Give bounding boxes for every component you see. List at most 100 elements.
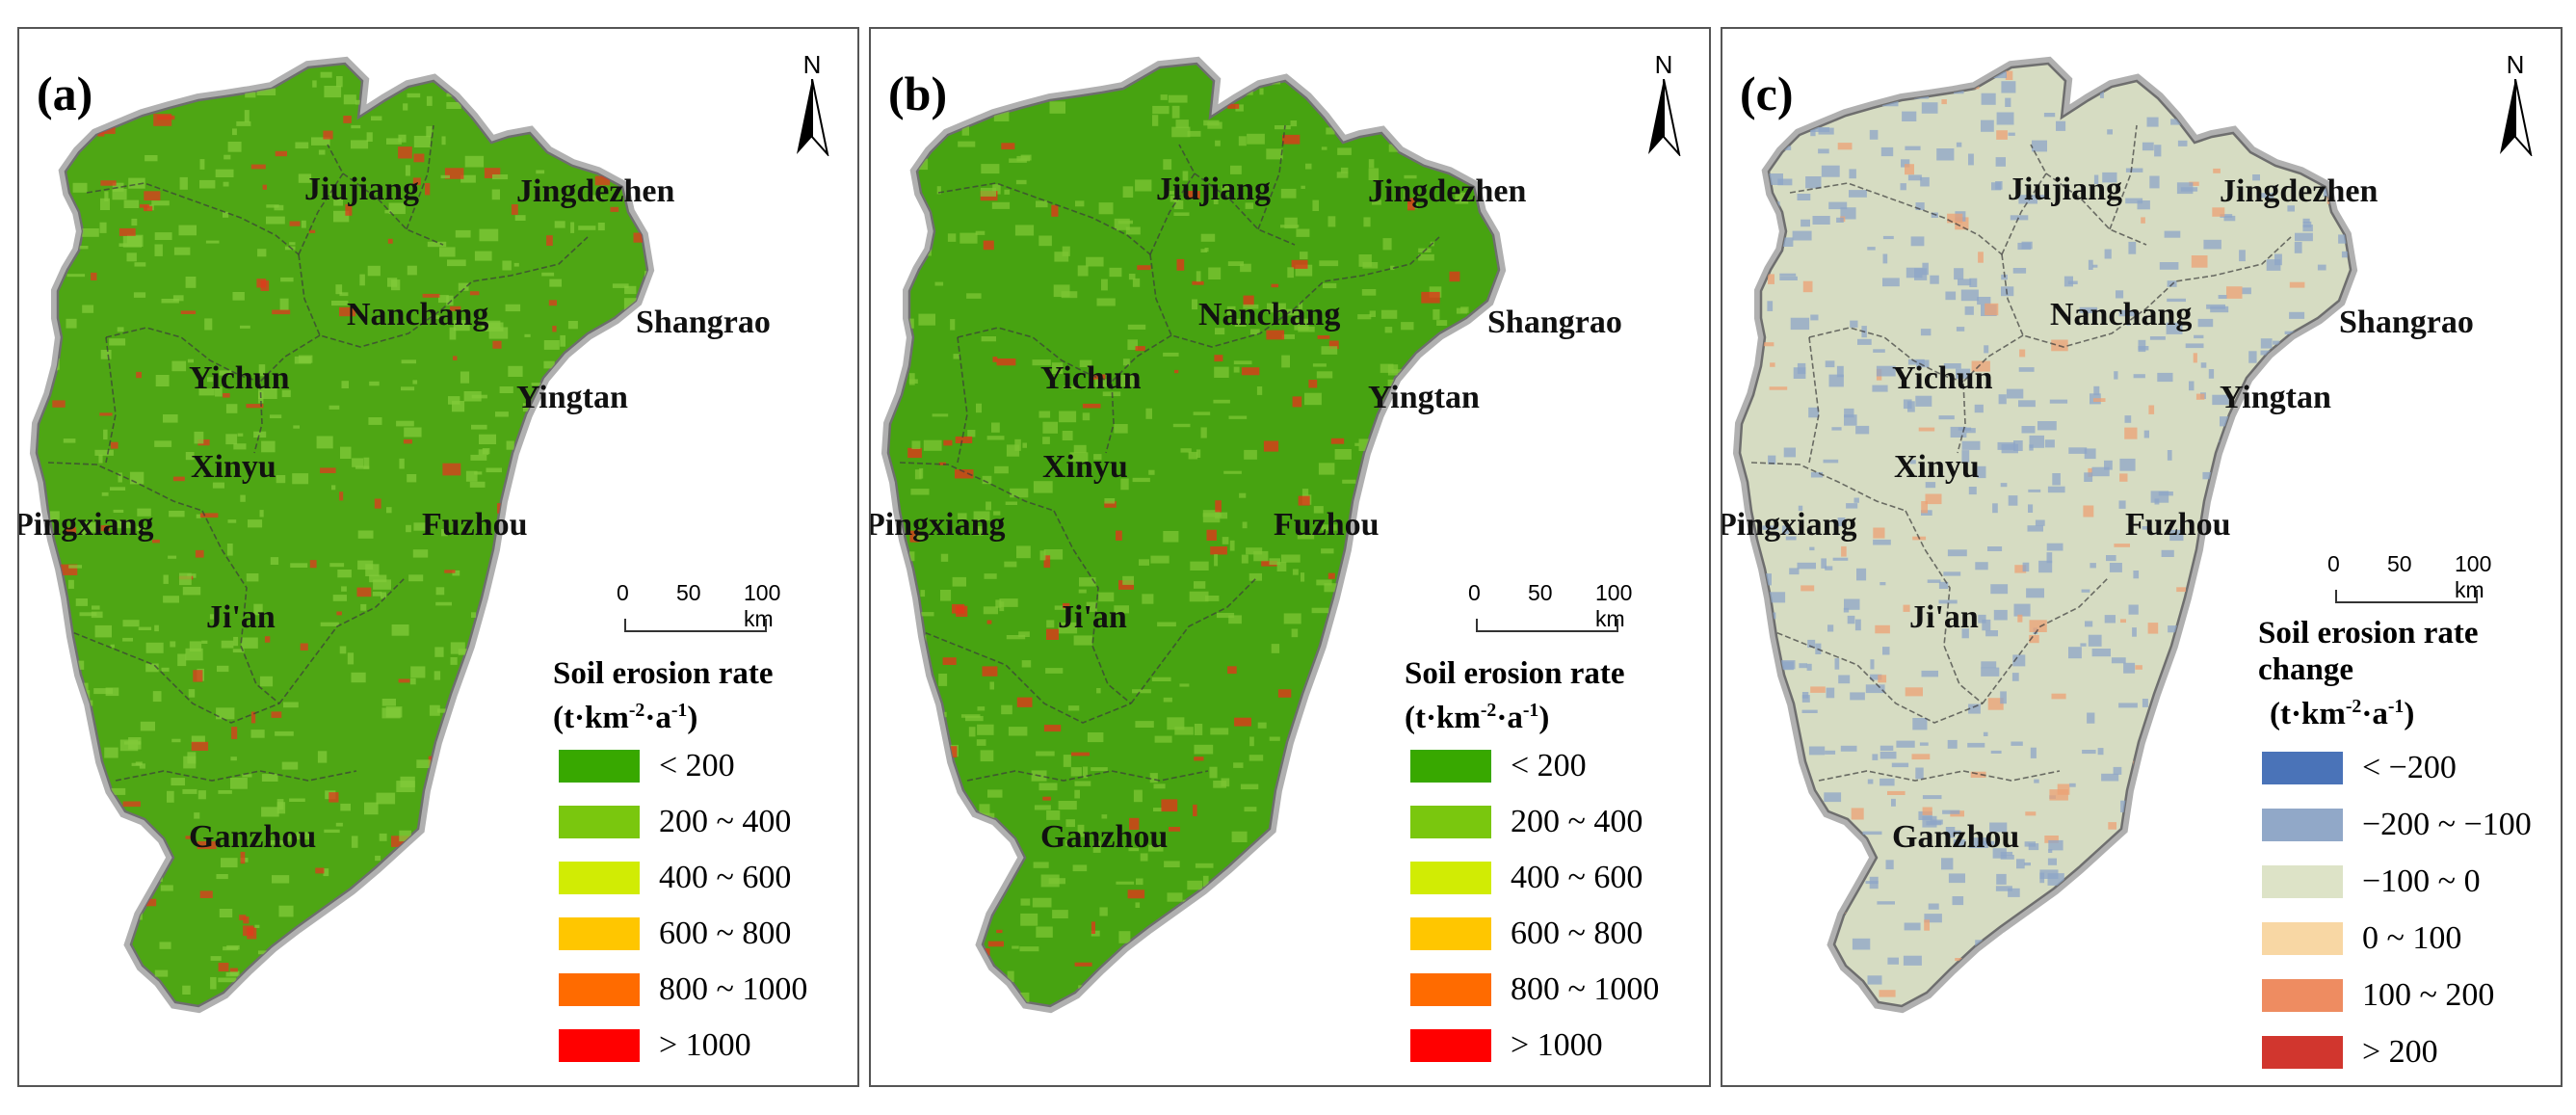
legend-title-line1: Soil erosion rate (2258, 616, 2479, 650)
city-label-jian: Ji'an (206, 599, 276, 635)
legend-unit: (t·km-2·a-1) (553, 700, 698, 735)
north-letter: N (1654, 50, 1673, 79)
city-label-shangrao: Shangrao (2339, 305, 2474, 340)
legend-title-line1: Soil erosion rate (1405, 656, 1625, 691)
city-label-pingxiang: Pingxiang (869, 507, 1006, 543)
legend-label: 100 ~ 200 (2362, 977, 2495, 1013)
scale-tick-50: 50 (2387, 551, 2412, 576)
scale-tick-0: 0 (1468, 580, 1481, 605)
legend-label: > 200 (2362, 1034, 2438, 1070)
legend-swatch (1410, 1029, 1491, 1062)
scale-tick-50: 50 (1528, 580, 1553, 605)
scale-bar: 0 50 100 km (609, 580, 802, 640)
city-label-ganzhou: Ganzhou (189, 819, 317, 855)
legend-swatch (1410, 973, 1491, 1006)
city-label-fuzhou: Fuzhou (2125, 507, 2231, 543)
legend-swatch (2262, 752, 2343, 784)
legend-label: < −200 (2362, 750, 2457, 785)
panel-label: (a) (37, 66, 93, 120)
scale-bar: 0 50 100 km (1460, 580, 1653, 640)
city-label-yingtan: Yingtan (2220, 380, 2331, 415)
legend-label: 0 ~ 100 (2362, 920, 2462, 956)
legend-swatch (2262, 1036, 2343, 1069)
legend-unit: (t·km-2·a-1) (1405, 700, 1550, 735)
panel-label: (c) (1740, 66, 1794, 120)
legend-label: 200 ~ 400 (1511, 804, 1643, 839)
city-label-yingtan: Yingtan (516, 380, 628, 415)
north-arrow-icon (1648, 79, 1681, 156)
legend-label: < 200 (659, 748, 735, 783)
legend-label: 400 ~ 600 (1511, 860, 1643, 895)
city-label-xinyu: Xinyu (1042, 449, 1128, 485)
legend-swatch (1410, 806, 1491, 838)
city-label-jingdezhen: Jingdezhen (2220, 173, 2379, 209)
legend-title: Soil erosion rate change (t·km-2·a-1) (2258, 615, 2479, 732)
province-map (881, 56, 1507, 1014)
city-label-yingtan: Yingtan (1368, 380, 1480, 415)
legend-label: 600 ~ 800 (659, 916, 792, 951)
city-label-yichun: Yichun (189, 360, 290, 396)
city-label-pingxiang: Pingxiang (1721, 507, 1857, 543)
legend-label: 600 ~ 800 (1511, 916, 1643, 951)
city-label-shangrao: Shangrao (1487, 305, 1622, 340)
panel-label: (b) (888, 66, 948, 120)
legend-label: 400 ~ 600 (659, 860, 792, 895)
legend-swatch (559, 806, 640, 838)
city-label-pingxiang: Pingxiang (17, 507, 154, 543)
north-arrow: N (1637, 50, 1691, 166)
city-label-xinyu: Xinyu (191, 449, 276, 485)
north-letter: N (2506, 50, 2525, 79)
legend-swatch (1410, 917, 1491, 950)
city-label-jian: Ji'an (1058, 599, 1127, 635)
legend-swatch (2262, 922, 2343, 955)
legend-swatch (1410, 862, 1491, 894)
city-label-nanchang: Nanchang (1198, 297, 1341, 332)
legend-label: > 1000 (659, 1027, 751, 1063)
legend-swatch (559, 750, 640, 783)
legend-swatch (559, 917, 640, 950)
province-map (1732, 56, 2358, 1014)
legend-swatch (1410, 750, 1491, 783)
legend-title: Soil erosion rate (t·km-2·a-1) (553, 655, 774, 736)
legend-title: Soil erosion rate (t·km-2·a-1) (1405, 655, 1625, 736)
north-arrow: N (785, 50, 839, 166)
city-label-shangrao: Shangrao (636, 305, 771, 340)
scale-tick-50: 50 (676, 580, 701, 605)
city-label-fuzhou: Fuzhou (422, 507, 528, 543)
city-label-jingdezhen: Jingdezhen (516, 173, 675, 209)
scale-bar-line (1476, 619, 1618, 632)
city-label-nanchang: Nanchang (347, 297, 489, 332)
north-arrow: N (2488, 50, 2542, 166)
legend-swatch (559, 862, 640, 894)
map-panel-c: (c) N Jiujiang Jingdezhen Nanchang Shangrao… (1721, 27, 2563, 1087)
scale-tick-100: 100 km (1595, 580, 1633, 631)
scale-bar-line (2335, 590, 2478, 603)
legend-unit: (t·km-2·a-1) (2270, 696, 2415, 731)
legend-swatch (559, 1029, 640, 1062)
map-panel-b: (b) N Jiujiang Jingdezhen Nanchang Shangrao… (869, 27, 1711, 1087)
scale-tick-100: 100 km (744, 580, 781, 631)
scale-tick-100: 100 km (2455, 551, 2492, 602)
city-label-jingdezhen: Jingdezhen (1368, 173, 1527, 209)
city-label-jiujiang: Jiujiang (1156, 172, 1272, 207)
legend-title-line1: Soil erosion rate (553, 656, 774, 691)
legend-swatch (2262, 809, 2343, 841)
scale-tick-0: 0 (617, 580, 629, 605)
legend-swatch (2262, 979, 2343, 1012)
legend-label: > 1000 (1511, 1027, 1603, 1063)
city-label-jian: Ji'an (1909, 599, 1979, 635)
legend-label: −100 ~ 0 (2362, 863, 2481, 899)
north-letter: N (802, 50, 822, 79)
city-label-jiujiang: Jiujiang (2008, 172, 2123, 207)
legend-label: 200 ~ 400 (659, 804, 792, 839)
scale-bar-line (624, 619, 767, 632)
province-map (29, 56, 655, 1014)
north-arrow-icon (2500, 79, 2533, 156)
legend-swatch (559, 973, 640, 1006)
city-label-ganzhou: Ganzhou (1040, 819, 1169, 855)
map-panel-a: (a) N Jiujiang Jingdezhen Nanchang Shangrao… (17, 27, 859, 1087)
legend-swatch (2262, 865, 2343, 898)
scale-tick-0: 0 (2327, 551, 2340, 576)
legend-label: < 200 (1511, 748, 1587, 783)
legend-title-line2: change (2258, 652, 2353, 687)
